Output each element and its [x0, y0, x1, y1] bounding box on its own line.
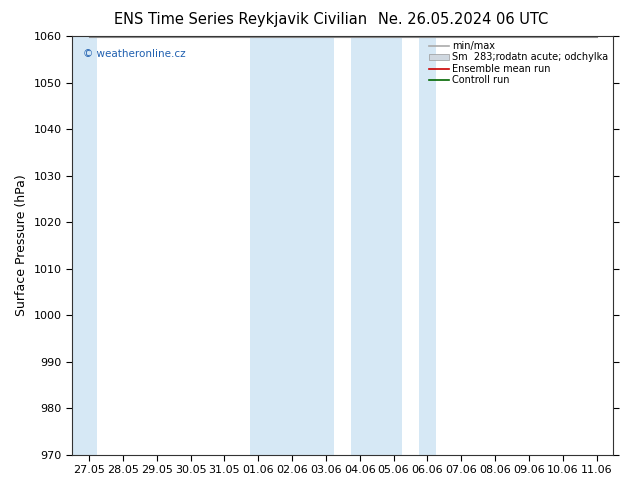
- Bar: [72, 36, 98, 455]
- Bar: [250, 36, 334, 455]
- Legend: min/max, Sm  283;rodatn acute; odchylka, Ensemble mean run, Controll run: min/max, Sm 283;rodatn acute; odchylka, …: [427, 39, 611, 87]
- Bar: [351, 36, 402, 455]
- Y-axis label: Surface Pressure (hPa): Surface Pressure (hPa): [15, 174, 28, 316]
- Bar: [419, 36, 436, 455]
- Text: Ne. 26.05.2024 06 UTC: Ne. 26.05.2024 06 UTC: [378, 12, 548, 27]
- Text: © weatheronline.cz: © weatheronline.cz: [83, 49, 186, 59]
- Text: ENS Time Series Reykjavik Civilian: ENS Time Series Reykjavik Civilian: [114, 12, 368, 27]
